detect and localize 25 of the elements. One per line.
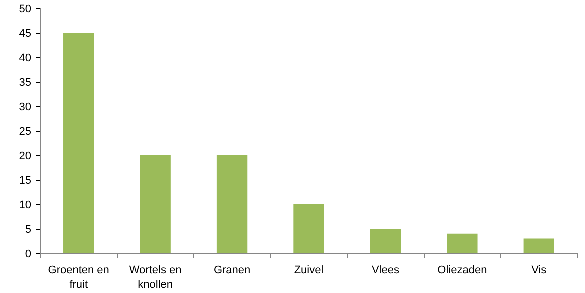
bar — [294, 204, 324, 254]
y-tick-label: 20 — [19, 150, 32, 162]
x-tick-label: Vis — [532, 264, 548, 276]
y-tick-label: 10 — [19, 200, 32, 212]
bar — [370, 229, 402, 254]
y-tick-label: 0 — [25, 248, 32, 260]
bar — [64, 33, 94, 254]
y-tick-label: 45 — [19, 28, 32, 40]
bar — [140, 156, 171, 254]
y-tick-label: 35 — [19, 77, 32, 89]
y-tick-label: 15 — [19, 175, 32, 187]
x-tick-label: Oliezaden — [438, 264, 488, 276]
bar — [524, 238, 554, 254]
y-tick-label: 30 — [19, 102, 32, 114]
bar — [216, 156, 248, 254]
x-tick-label: Vlees — [372, 264, 400, 276]
y-tick-label: 40 — [19, 52, 32, 64]
bar — [447, 234, 478, 254]
x-tick-label: Groenten en fruit — [48, 264, 110, 291]
y-tick-label: 5 — [25, 224, 32, 236]
x-tick-label: Granen — [214, 264, 251, 276]
y-tick-label: 50 — [19, 4, 32, 16]
x-tick-label: Zuivel — [294, 264, 324, 276]
x-tick-label: Wortels en knollen — [129, 264, 182, 291]
y-tick-label: 25 — [19, 126, 32, 138]
